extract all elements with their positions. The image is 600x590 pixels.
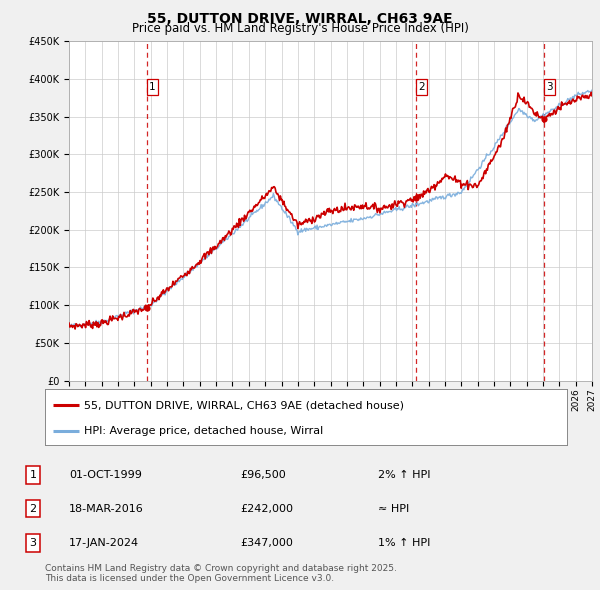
Text: £347,000: £347,000: [240, 538, 293, 548]
Text: 55, DUTTON DRIVE, WIRRAL, CH63 9AE: 55, DUTTON DRIVE, WIRRAL, CH63 9AE: [147, 12, 453, 26]
Text: 1: 1: [29, 470, 37, 480]
Text: 01-OCT-1999: 01-OCT-1999: [69, 470, 142, 480]
Text: 55, DUTTON DRIVE, WIRRAL, CH63 9AE (detached house): 55, DUTTON DRIVE, WIRRAL, CH63 9AE (deta…: [84, 400, 404, 410]
Text: 3: 3: [546, 82, 553, 92]
Text: HPI: Average price, detached house, Wirral: HPI: Average price, detached house, Wirr…: [84, 427, 323, 437]
Text: 2: 2: [418, 82, 425, 92]
Text: 2% ↑ HPI: 2% ↑ HPI: [378, 470, 431, 480]
Text: 17-JAN-2024: 17-JAN-2024: [69, 538, 139, 548]
Text: ≈ HPI: ≈ HPI: [378, 504, 409, 513]
Text: 1: 1: [149, 82, 156, 92]
Text: Contains HM Land Registry data © Crown copyright and database right 2025.
This d: Contains HM Land Registry data © Crown c…: [45, 563, 397, 583]
Text: £96,500: £96,500: [240, 470, 286, 480]
Text: 18-MAR-2016: 18-MAR-2016: [69, 504, 144, 513]
Text: 1% ↑ HPI: 1% ↑ HPI: [378, 538, 430, 548]
Text: Price paid vs. HM Land Registry's House Price Index (HPI): Price paid vs. HM Land Registry's House …: [131, 22, 469, 35]
Text: 2: 2: [29, 504, 37, 513]
Text: 3: 3: [29, 538, 37, 548]
Text: £242,000: £242,000: [240, 504, 293, 513]
